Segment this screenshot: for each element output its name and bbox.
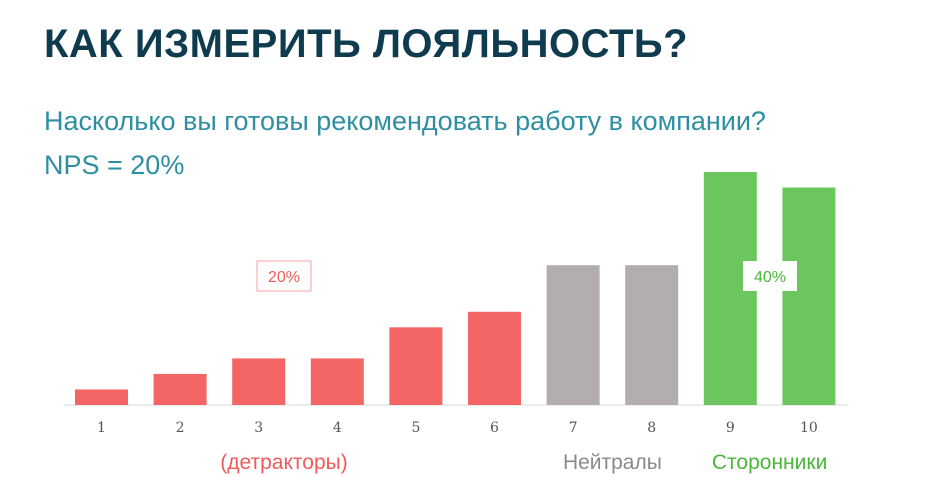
- category-label-7: 7: [569, 420, 578, 436]
- category-label-1: 1: [97, 420, 106, 436]
- group-label-0: (детракторы): [220, 451, 347, 474]
- share-box-0: [256, 260, 312, 292]
- bar-5: [389, 327, 443, 405]
- bars-layer: [75, 172, 836, 405]
- share-box-2: [743, 261, 797, 291]
- nps-value: NPS = 20%: [44, 150, 185, 180]
- category-label-2: 2: [176, 420, 185, 436]
- bar-6: [468, 311, 521, 405]
- bar-8: [625, 265, 679, 405]
- bar-3: [232, 358, 286, 405]
- bar-2: [153, 373, 207, 405]
- bar-10: [782, 187, 836, 405]
- bar-1: [75, 389, 128, 405]
- category-labels: 1 2 3 4 5 6 7 8 9 10: [97, 420, 818, 436]
- survey-question: Насколько вы готовы рекомендовать работу…: [44, 106, 766, 136]
- category-label-10: 10: [800, 420, 818, 436]
- category-label-4: 4: [333, 420, 342, 436]
- group-label-2: Сторонники: [712, 451, 827, 474]
- category-label-5: 5: [411, 420, 420, 436]
- category-label-9: 9: [726, 420, 735, 436]
- group-labels: (детракторы) Нейтралы Сторонники: [220, 451, 827, 474]
- share-boxes: 20% 40%: [256, 260, 797, 292]
- share-label-2: 40%: [754, 269, 786, 286]
- bar-4: [310, 358, 364, 405]
- category-label-6: 6: [490, 420, 499, 436]
- share-label-0: 20%: [268, 269, 300, 286]
- page-title: КАК ИЗМЕРИТЬ ЛОЯЛЬНОСТЬ?: [44, 22, 689, 66]
- category-label-3: 3: [254, 420, 263, 436]
- group-label-1: Нейтралы: [563, 451, 662, 474]
- category-label-8: 8: [647, 420, 656, 436]
- bar-7: [546, 265, 600, 405]
